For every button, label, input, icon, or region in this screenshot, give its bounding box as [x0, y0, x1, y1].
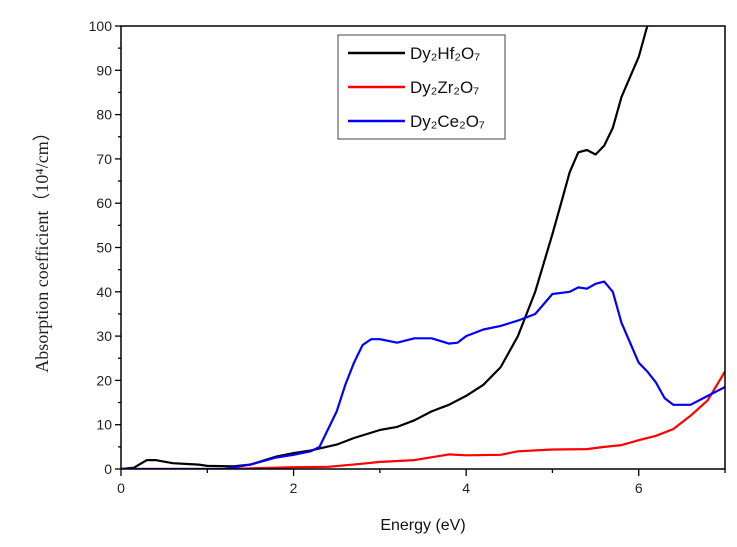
x-tick-label: 4: [462, 480, 470, 496]
y-tick-label: 40: [96, 284, 112, 300]
x-axis-label: Energy (eV): [380, 517, 465, 534]
y-tick-label: 20: [96, 372, 112, 388]
y-tick-label: 90: [96, 62, 112, 78]
legend-label-dy2hf2o7: Dy₂Hf₂O₇: [410, 44, 480, 63]
x-tick-label: 6: [635, 480, 643, 496]
y-axis-label: Absorption coefficient（10⁴/cm）: [32, 123, 52, 372]
y-tick-label: 60: [96, 195, 112, 211]
legend-label-dy2ce2o7: Dy₂Ce₂O₇: [410, 112, 485, 131]
y-tick-label: 30: [96, 328, 112, 344]
series-line-dy2zr2o7: [121, 370, 725, 469]
y-tick-label: 70: [96, 151, 112, 167]
legend-label-dy2zr2o7: Dy₂Zr₂O₇: [410, 78, 479, 97]
y-tick-label: 0: [104, 461, 112, 477]
y-tick-label: 10: [96, 417, 112, 433]
series-line-dy2ce2o7: [121, 280, 725, 469]
y-tick-label: 100: [89, 18, 113, 34]
x-tick-label: 2: [290, 480, 298, 496]
y-tick-label: 50: [96, 240, 112, 256]
y-tick-label: 80: [96, 107, 112, 123]
series-line-dy2hf2o7: [121, 26, 649, 469]
legend: Dy₂Hf₂O₇ Dy₂Zr₂O₇ Dy₂Ce₂O₇: [337, 34, 506, 140]
x-tick-label: 0: [117, 480, 125, 496]
